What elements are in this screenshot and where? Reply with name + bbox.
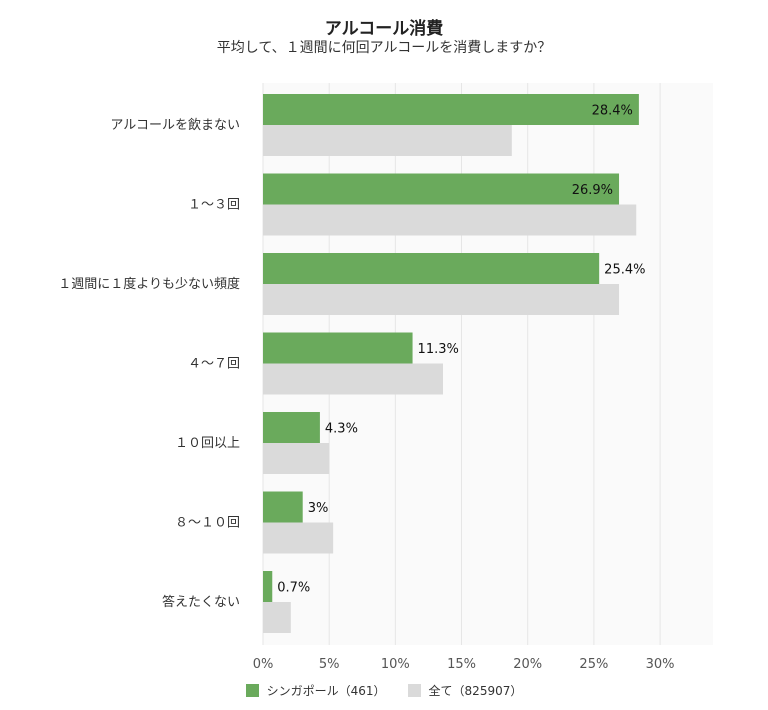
chart-title: アルコール消費	[324, 19, 444, 39]
chart-legend: シンガポール（461） 全て（825907）	[0, 682, 768, 699]
x-tick-label: 15%	[447, 657, 476, 672]
bar-singapore	[263, 332, 413, 364]
data-label: 4.3%	[325, 422, 358, 437]
bar-singapore	[263, 94, 639, 125]
data-label: 25.4%	[604, 263, 645, 278]
category-label: アルコールを飲まない	[110, 117, 240, 133]
data-label: 26.9%	[572, 183, 613, 198]
x-tick-label: 5%	[319, 657, 340, 672]
chart-subtitle: 平均して、１週間に何回アルコールを消費しますか？	[216, 40, 552, 56]
legend-label-singapore: シンガポール（461）	[266, 684, 386, 698]
category-label: 答えたくない	[162, 594, 240, 610]
bar-all	[263, 522, 334, 554]
x-tick-label: 20%	[513, 657, 542, 672]
bar-all	[263, 443, 330, 474]
legend-item-all: 全て（825907）	[407, 682, 523, 699]
data-label: 28.4%	[592, 104, 633, 119]
bar-singapore	[263, 253, 600, 284]
category-label: １～３回	[188, 198, 240, 213]
legend-item-singapore: シンガポール（461）	[245, 682, 386, 699]
bar-singapore	[263, 173, 620, 205]
x-tick-label: 10%	[381, 657, 410, 672]
x-tick-label: 25%	[579, 657, 608, 672]
legend-swatch-all	[407, 684, 421, 697]
bar-singapore	[263, 571, 273, 602]
bar-singapore	[263, 491, 303, 523]
data-label: 0.7%	[277, 581, 310, 596]
bar-all	[263, 125, 512, 156]
legend-label-all: 全て（825907）	[428, 684, 523, 698]
legend-swatch-singapore	[245, 684, 259, 697]
category-label: １週間に１度よりも少ない頻度	[58, 276, 240, 292]
data-label: 11.3%	[418, 342, 459, 357]
category-label: １０回以上	[175, 436, 240, 451]
x-tick-label: 30%	[646, 657, 675, 672]
data-label: 3%	[308, 501, 329, 516]
bar-singapore	[263, 412, 320, 443]
category-label: ４～７回	[188, 357, 240, 372]
bar-all	[263, 204, 637, 236]
category-label: ８～１０回	[175, 516, 240, 531]
x-tick-label: 0%	[253, 657, 274, 672]
bar-all	[263, 602, 291, 633]
bar-all	[263, 363, 443, 395]
bar-all	[263, 284, 620, 315]
